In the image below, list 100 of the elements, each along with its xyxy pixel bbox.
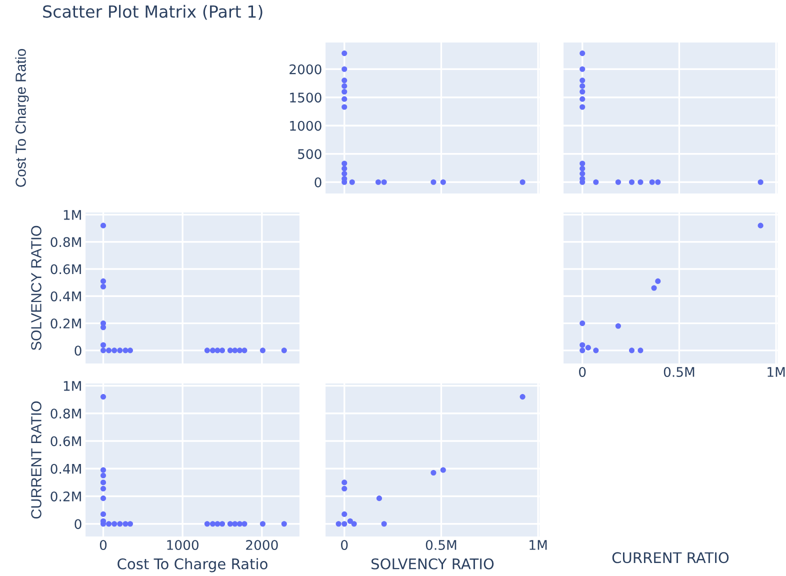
point xyxy=(580,320,586,326)
point xyxy=(214,348,220,354)
point xyxy=(242,521,248,527)
point xyxy=(580,160,586,166)
point xyxy=(520,394,526,400)
point xyxy=(342,66,348,72)
y-axis-title: Cost To Charge Ratio xyxy=(15,49,29,187)
point xyxy=(204,348,210,354)
point xyxy=(593,348,599,354)
point xyxy=(214,521,220,527)
point xyxy=(342,521,348,527)
point xyxy=(236,348,242,354)
point xyxy=(242,348,248,354)
y-tick-label: 1M xyxy=(64,210,81,220)
point xyxy=(758,222,764,228)
point xyxy=(585,344,591,350)
point xyxy=(580,166,586,172)
point xyxy=(628,348,635,354)
point xyxy=(204,521,210,527)
point xyxy=(342,166,348,172)
y-tick-label: 0.6M xyxy=(50,436,81,446)
x-tick-label: 0 xyxy=(341,540,348,550)
point xyxy=(100,467,106,473)
point xyxy=(100,472,106,478)
point xyxy=(227,521,233,527)
point xyxy=(106,521,112,527)
point xyxy=(349,179,355,185)
point xyxy=(615,179,621,185)
point xyxy=(347,518,353,524)
x-tick-label: 1000 xyxy=(167,540,198,550)
point xyxy=(580,348,586,354)
point xyxy=(227,348,233,354)
point xyxy=(430,470,436,476)
point xyxy=(232,521,238,527)
point xyxy=(100,284,106,290)
point xyxy=(342,170,348,176)
y-tick-label: 500 xyxy=(298,149,322,160)
y-axis-title: CURRENT RATIO xyxy=(31,401,42,519)
point xyxy=(655,179,661,185)
point xyxy=(649,179,655,185)
point xyxy=(219,348,226,354)
y-tick-label: 0 xyxy=(74,519,82,530)
x-tick-label: 0 xyxy=(579,367,586,377)
point xyxy=(127,348,133,354)
x-tick-label: 2000 xyxy=(246,540,278,550)
point xyxy=(580,170,586,176)
point xyxy=(210,348,216,354)
point xyxy=(336,521,342,527)
point xyxy=(122,348,128,354)
y-axis-title: SOLVENCY RATIO xyxy=(31,226,42,350)
point xyxy=(106,348,112,354)
point xyxy=(628,179,635,185)
point xyxy=(580,66,586,72)
point xyxy=(593,179,599,185)
point xyxy=(342,88,348,95)
point xyxy=(281,348,287,354)
y-tick-label: 0.2M xyxy=(50,491,81,502)
point xyxy=(342,160,348,166)
x-axis-title: CURRENT RATIO xyxy=(612,552,729,564)
point xyxy=(219,521,226,527)
text: Scatter Plot Matrix (Part 1) xyxy=(43,4,262,20)
point xyxy=(100,486,106,492)
y-tick-label: 0 xyxy=(74,346,82,356)
point xyxy=(100,496,106,502)
x-tick-label: 0.5M xyxy=(664,367,694,377)
y-tick-label: 0 xyxy=(314,177,322,188)
x-tick-label: 1M xyxy=(768,367,785,377)
point xyxy=(342,486,348,492)
y-tick-label: 0.8M xyxy=(50,408,81,419)
point xyxy=(100,394,106,400)
point xyxy=(580,83,586,89)
y-tick-label: 2000 xyxy=(290,64,322,74)
point xyxy=(117,348,123,354)
point xyxy=(580,78,586,84)
y-tick-label: 0.4M xyxy=(50,291,81,302)
point xyxy=(580,50,586,56)
point xyxy=(210,521,216,527)
point xyxy=(375,179,382,185)
point xyxy=(260,521,266,527)
point xyxy=(236,521,242,527)
point xyxy=(100,480,106,486)
y-tick-label: 0.6M xyxy=(50,264,81,274)
point xyxy=(342,480,348,486)
y-tick-label: 0.2M xyxy=(50,318,81,328)
point xyxy=(580,104,586,110)
point xyxy=(376,496,382,502)
point xyxy=(342,96,348,102)
point xyxy=(381,521,387,527)
point xyxy=(260,348,266,354)
point xyxy=(112,348,118,354)
x-tick-label: 0.5M xyxy=(426,540,456,550)
x-axis-title: SOLVENCY RATIO xyxy=(372,558,494,570)
point xyxy=(112,521,118,527)
point xyxy=(342,50,348,56)
y-tick-label: 0.4M xyxy=(50,464,81,474)
point xyxy=(615,323,621,329)
point xyxy=(655,278,661,284)
point xyxy=(127,521,133,527)
point xyxy=(281,521,287,527)
x-tick-label: 1M xyxy=(530,540,547,550)
